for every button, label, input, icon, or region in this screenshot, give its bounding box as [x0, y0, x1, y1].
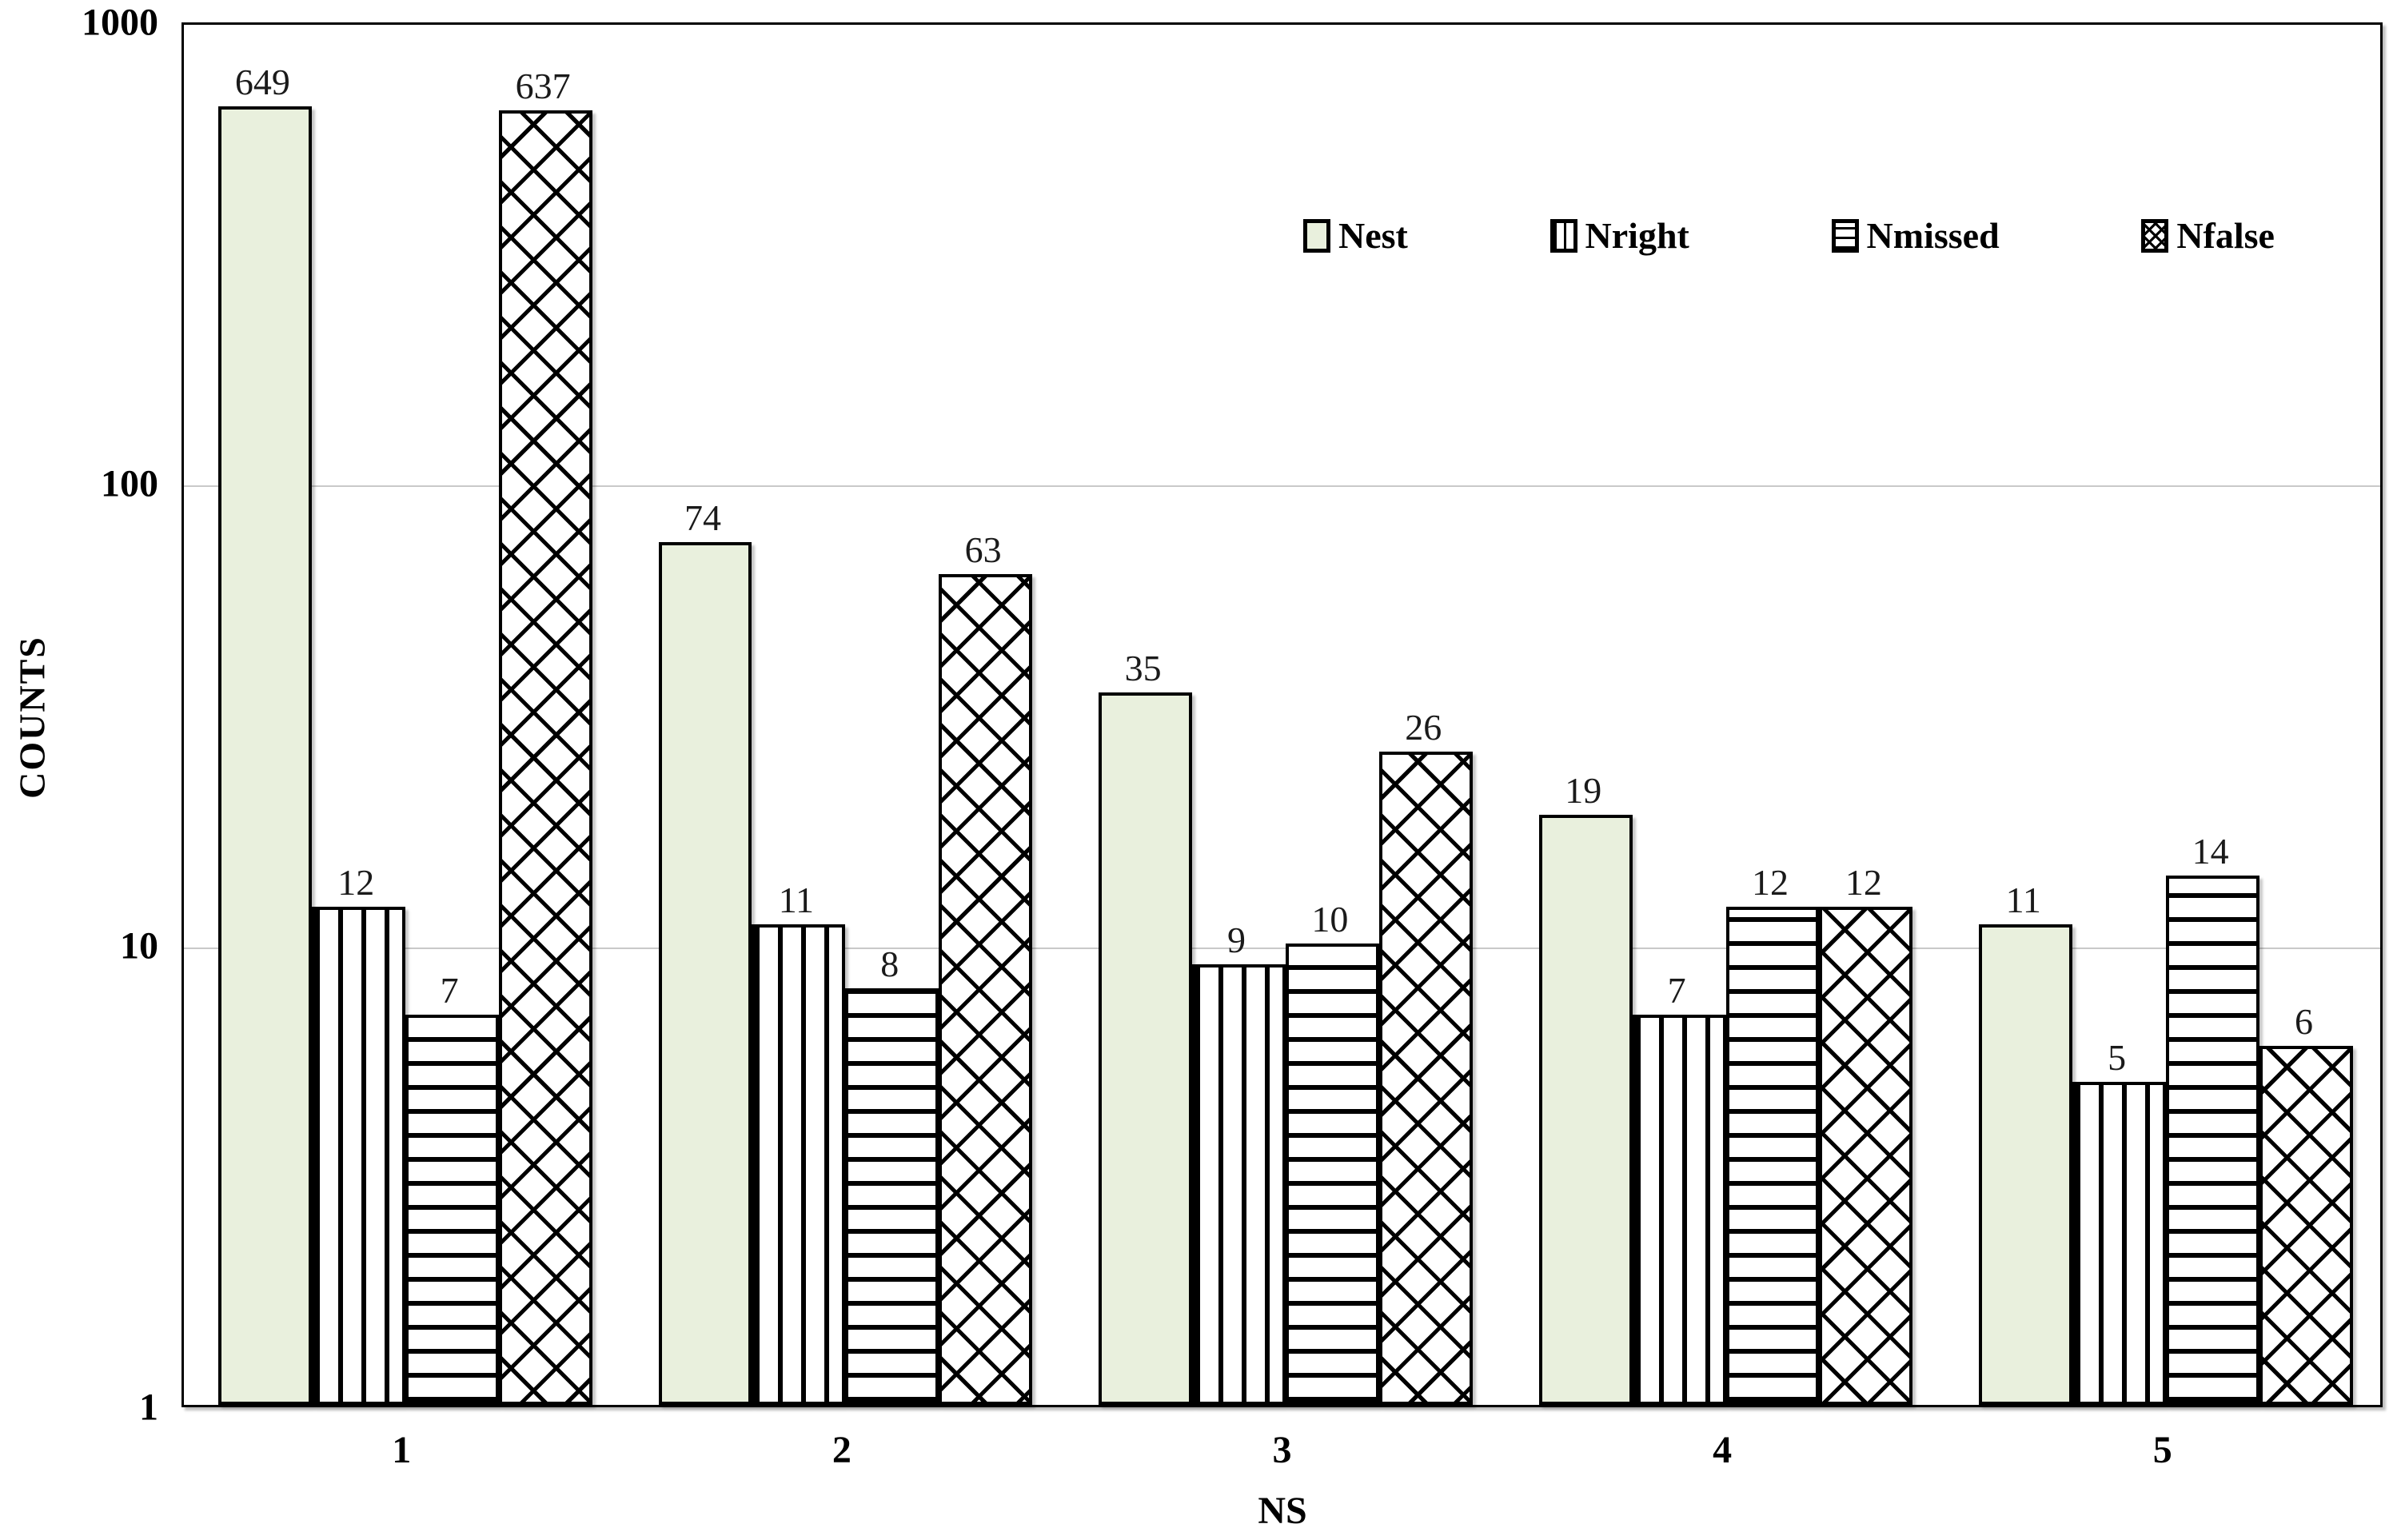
bar-nfalse-ns1 — [498, 110, 592, 1405]
bar-nmissed-ns2 — [845, 987, 939, 1405]
y-tick-label-10: 10 — [120, 924, 158, 967]
bar-nright-ns2 — [752, 924, 846, 1405]
data-label-nmissed-ns4: 12 — [1751, 861, 1789, 903]
data-label-nest-ns5: 11 — [2005, 879, 2041, 920]
legend-swatch-horizontal-stripes-icon — [1831, 218, 1859, 253]
y-axis-title: COUNTS — [11, 636, 53, 799]
gridline-100 — [184, 485, 2380, 488]
data-label-nfalse-ns4: 12 — [1845, 861, 1882, 903]
legend-label-nright: Nright — [1585, 215, 1689, 256]
x-tick-label-4: 4 — [1713, 1429, 1733, 1471]
bar-nright-ns5 — [2072, 1082, 2167, 1405]
plot-area — [181, 22, 2383, 1407]
bar-nfalse-ns4 — [1819, 906, 1913, 1405]
y-tick-label-1: 1 — [139, 1386, 158, 1429]
legend-label-nest: Nest — [1338, 215, 1408, 256]
legend-item-nright: Nright — [1549, 214, 1689, 257]
data-label-nfalse-ns1: 637 — [515, 66, 571, 107]
bar-nright-ns4 — [1632, 1015, 1726, 1405]
bar-nest-ns5 — [1979, 924, 2073, 1405]
legend-item-nfalse: Nfalse — [2141, 214, 2275, 257]
bar-nest-ns1 — [217, 106, 312, 1405]
legend-item-nmissed: Nmissed — [1831, 214, 2000, 257]
y-tick-label-100: 100 — [101, 462, 158, 505]
legend: Nest Nright Nmissed Nfalse — [1303, 214, 2275, 257]
bar-nmissed-ns4 — [1725, 906, 1820, 1405]
data-label-nright-ns2: 11 — [778, 879, 815, 920]
data-label-nest-ns4: 19 — [1565, 769, 1602, 811]
bar-nest-ns4 — [1538, 814, 1633, 1405]
bar-nfalse-ns5 — [2259, 1045, 2353, 1405]
bar-nfalse-ns2 — [939, 574, 1033, 1405]
x-tick-label-2: 2 — [832, 1429, 852, 1471]
data-label-nmissed-ns2: 8 — [880, 943, 899, 984]
x-tick-label-5: 5 — [2152, 1429, 2172, 1471]
data-label-nright-ns5: 5 — [2108, 1037, 2127, 1079]
legend-item-nest: Nest — [1303, 214, 1408, 257]
data-label-nright-ns3: 9 — [1226, 920, 1246, 961]
data-label-nright-ns1: 12 — [337, 861, 375, 903]
data-label-nright-ns4: 7 — [1667, 970, 1686, 1011]
bar-nright-ns1 — [311, 906, 405, 1405]
bar-nmissed-ns3 — [1285, 943, 1379, 1405]
data-label-nfalse-ns2: 63 — [964, 529, 1002, 571]
bar-nmissed-ns1 — [405, 1015, 499, 1405]
x-axis-title: NS — [1258, 1490, 1307, 1532]
data-label-nmissed-ns5: 14 — [2192, 831, 2229, 872]
legend-label-nfalse: Nfalse — [2176, 215, 2275, 256]
bar-nmissed-ns5 — [2166, 876, 2260, 1405]
legend-swatch-solid-icon — [1303, 218, 1330, 253]
bar-nfalse-ns3 — [1378, 752, 1473, 1405]
data-label-nest-ns2: 74 — [684, 497, 721, 538]
x-tick-label-1: 1 — [392, 1429, 412, 1471]
gridline-10 — [184, 947, 2380, 949]
bar-nest-ns2 — [658, 541, 752, 1405]
legend-label-nmissed: Nmissed — [1866, 215, 2000, 256]
data-label-nmissed-ns3: 10 — [1311, 898, 1349, 940]
data-label-nfalse-ns3: 26 — [1405, 707, 1442, 748]
data-label-nest-ns3: 35 — [1124, 647, 1162, 688]
y-tick-label-1000: 1000 — [82, 1, 158, 44]
legend-swatch-crosshatch-icon — [2141, 218, 2169, 253]
x-tick-label-3: 3 — [1272, 1429, 1292, 1471]
data-label-nmissed-ns1: 7 — [440, 970, 459, 1011]
data-label-nest-ns1: 649 — [234, 62, 290, 103]
bar-nest-ns3 — [1099, 692, 1193, 1405]
legend-swatch-vertical-stripes-icon — [1549, 218, 1577, 253]
bar-nright-ns3 — [1192, 964, 1286, 1405]
data-label-nfalse-ns5: 6 — [2294, 1000, 2313, 1042]
